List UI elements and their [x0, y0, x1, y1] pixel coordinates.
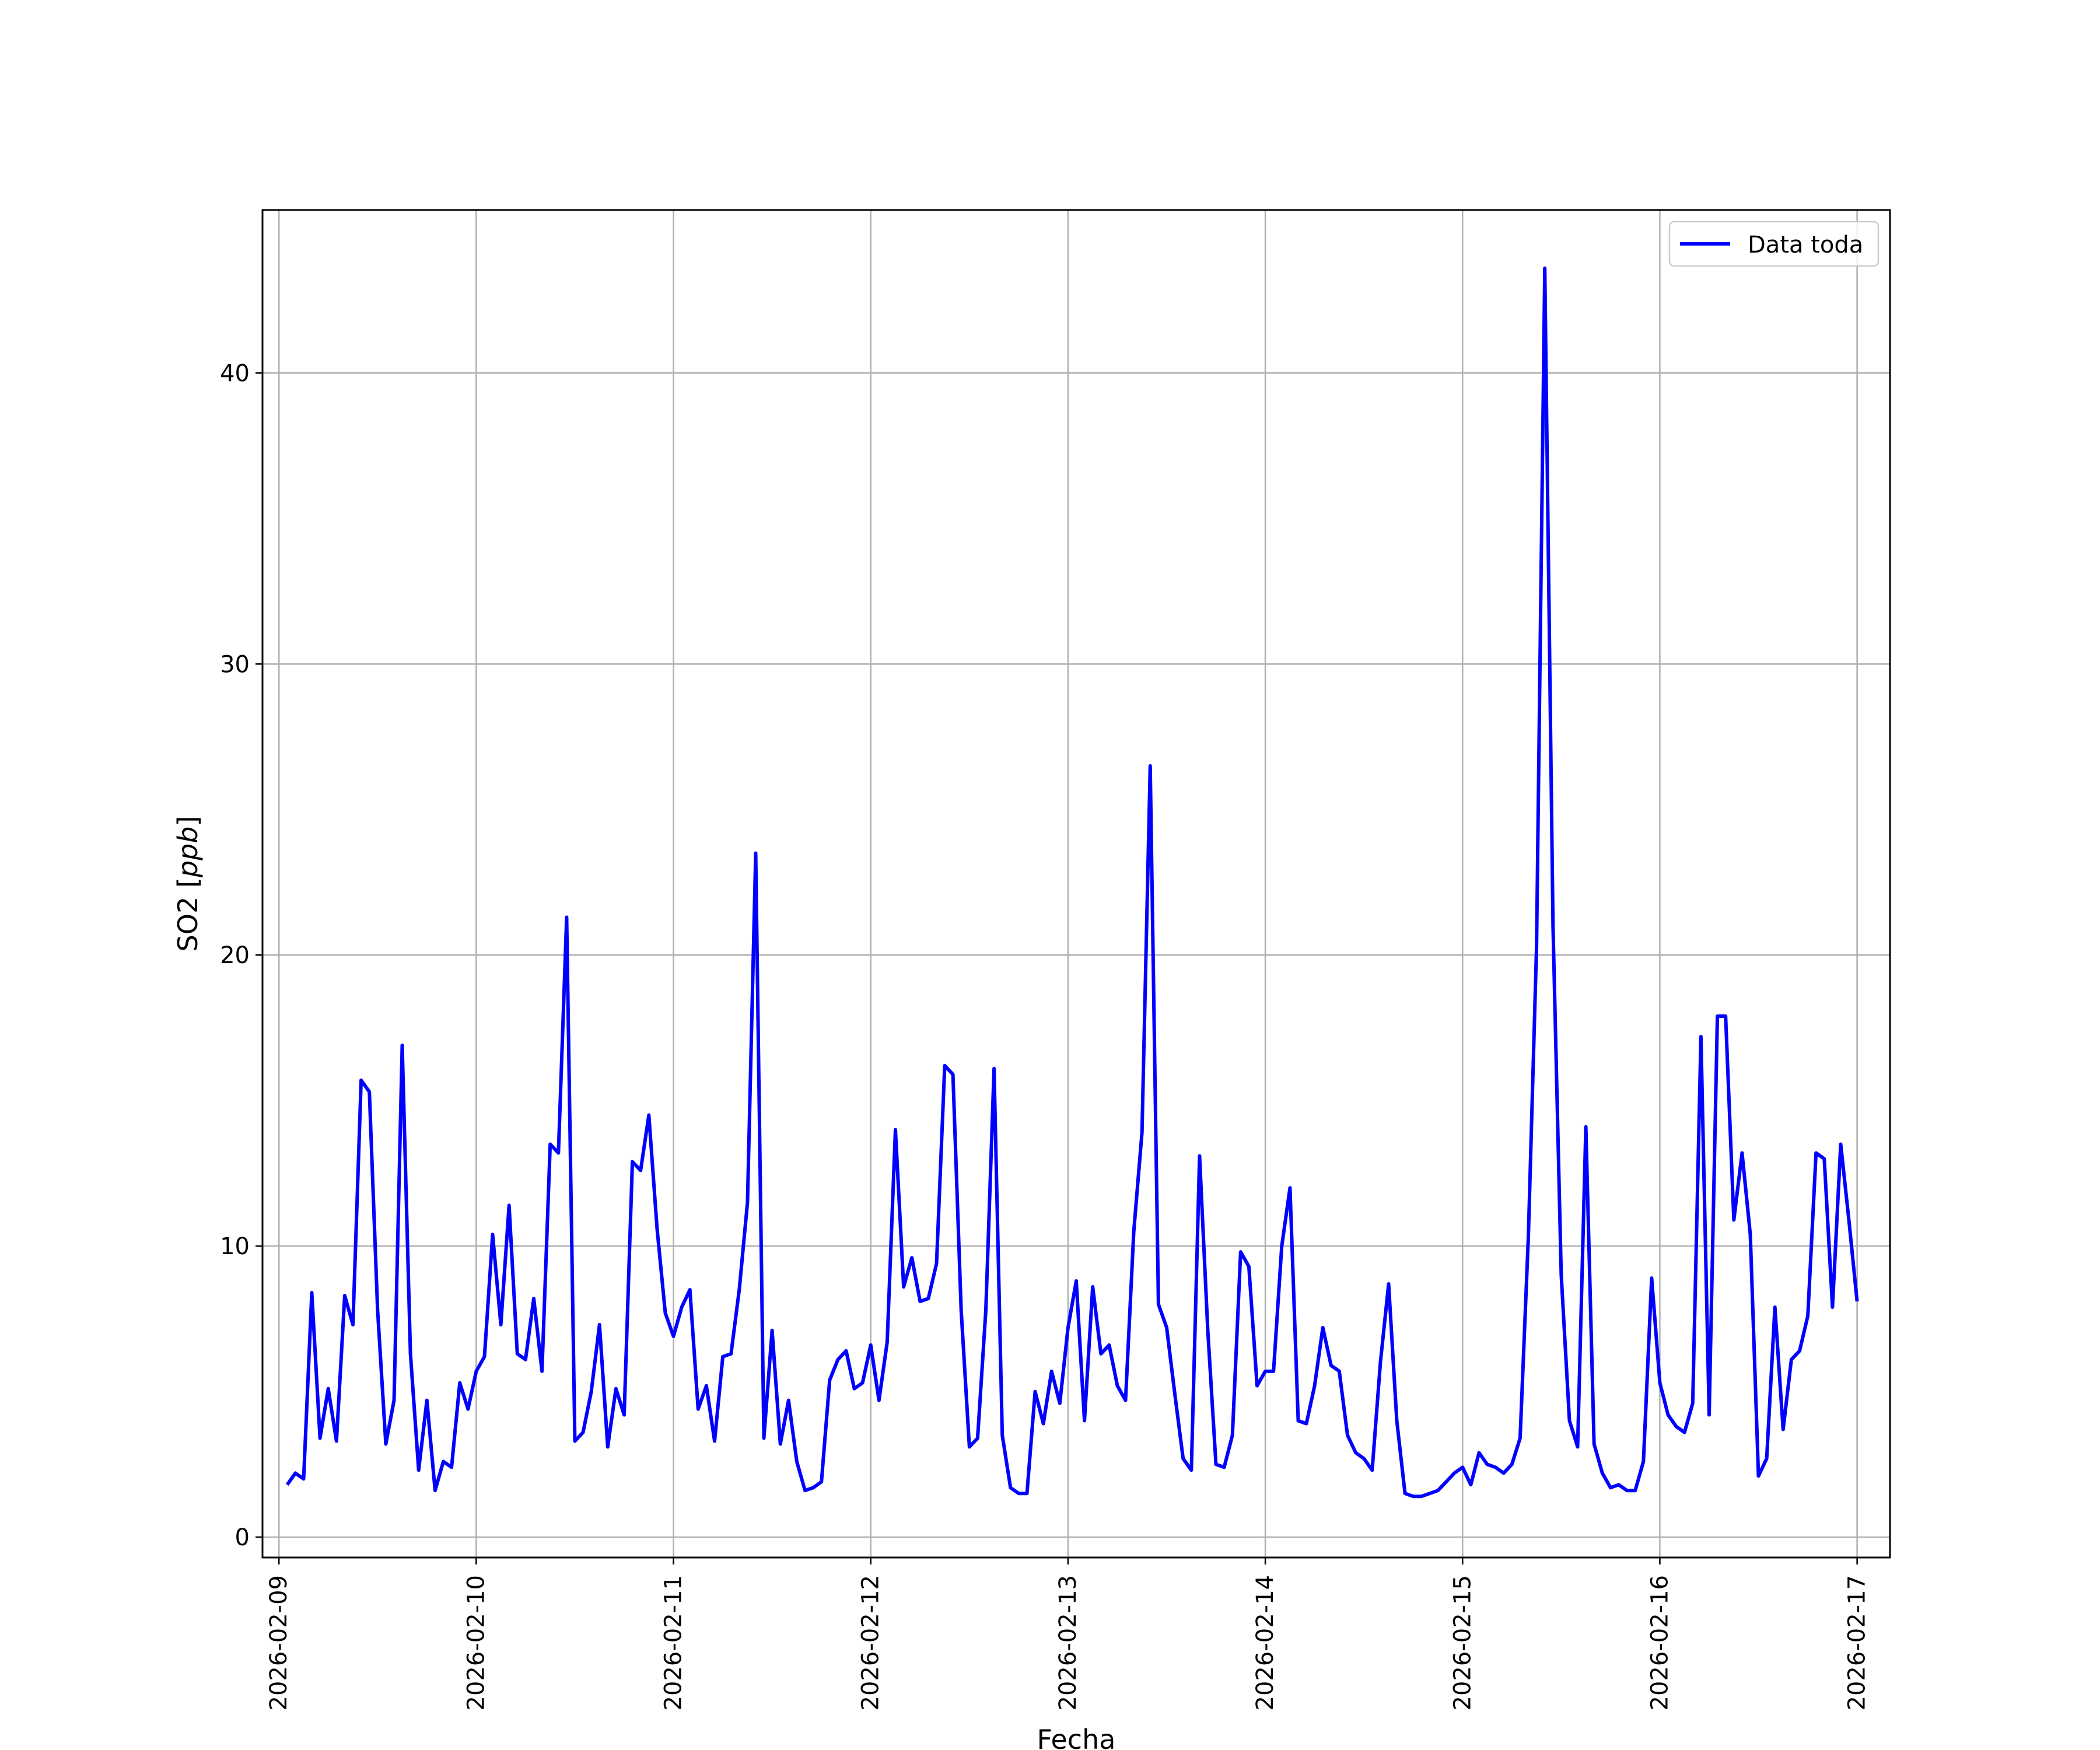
x-tick-label: 2026-02-17 — [1844, 1575, 1871, 1710]
y-tick-label: 0 — [235, 1524, 250, 1551]
y-tick-label: 40 — [220, 360, 250, 387]
x-tick-label: 2026-02-11 — [660, 1575, 687, 1710]
plot-frame — [261, 209, 1891, 1559]
x-tick-label: 2026-02-13 — [1055, 1575, 1082, 1710]
legend: Data toda — [1668, 220, 1880, 267]
x-tick-label: 2026-02-10 — [463, 1575, 489, 1710]
y-tick-label: 20 — [220, 942, 250, 969]
y-tick-label: 30 — [220, 651, 250, 678]
x-axis-label: Fecha — [1037, 1724, 1116, 1750]
series-group — [285, 266, 1859, 1499]
grid — [262, 210, 1890, 1558]
y-axis-label-close: ] — [172, 816, 204, 827]
legend-box — [1668, 220, 1880, 267]
legend-label: Data toda — [1748, 232, 1863, 258]
x-tick-label: 2026-02-16 — [1646, 1575, 1673, 1710]
y-axis-label-unit: ppb — [172, 827, 204, 878]
y-tick-label: 10 — [220, 1233, 250, 1260]
ticks: 2026-02-09 2026-02-10 2026-02-11 2026-02-12… — [220, 360, 1871, 1710]
y-axis-label-text: SO2 [ — [172, 877, 204, 951]
x-tick-label: 2026-02-12 — [858, 1575, 884, 1710]
x-tick-label: 2026-02-14 — [1252, 1575, 1279, 1710]
x-tick-label: 2026-02-09 — [265, 1575, 292, 1710]
x-tick-label: 2026-02-15 — [1449, 1575, 1476, 1710]
series-line — [285, 266, 1859, 1499]
y-axis-label: SO2 [ppb] — [172, 816, 204, 952]
